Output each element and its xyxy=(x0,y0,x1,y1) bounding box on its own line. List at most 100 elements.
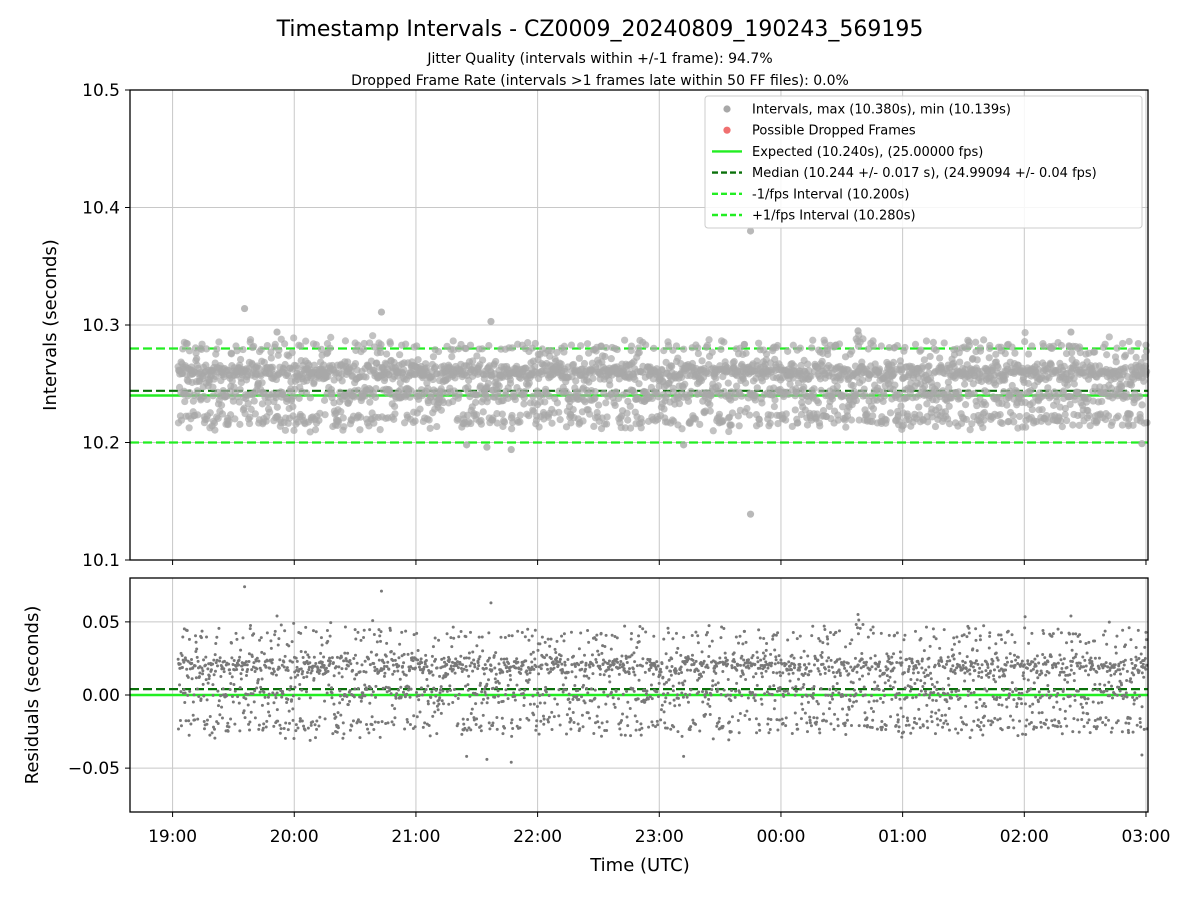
residual-point xyxy=(300,650,303,653)
residual-point xyxy=(304,729,307,732)
residual-point xyxy=(471,670,474,673)
interval-point xyxy=(204,396,211,403)
residual-point xyxy=(692,659,695,662)
residual-point xyxy=(490,668,493,671)
residual-point xyxy=(792,672,795,675)
residual-point xyxy=(781,671,784,674)
residual-point xyxy=(370,651,373,654)
residual-point xyxy=(638,640,641,643)
residual-point xyxy=(358,736,361,739)
residual-point xyxy=(542,715,545,718)
residual-point xyxy=(529,671,532,674)
interval-point xyxy=(570,406,577,413)
residual-point xyxy=(467,689,470,692)
residual-point xyxy=(399,686,402,689)
residual-point xyxy=(278,724,281,727)
residual-point xyxy=(565,732,568,735)
residual-point xyxy=(790,668,793,671)
residual-point xyxy=(651,697,654,700)
top-y-tick-label: 10.2 xyxy=(82,434,120,454)
residual-point xyxy=(457,697,460,700)
residual-point xyxy=(567,671,570,674)
residual-point xyxy=(495,686,498,689)
residual-point xyxy=(449,689,452,692)
residual-point xyxy=(614,706,617,709)
residual-point xyxy=(390,650,393,653)
residual-point xyxy=(747,658,750,661)
residual-point xyxy=(250,711,253,714)
residual-point xyxy=(309,696,312,699)
interval-point xyxy=(412,417,419,424)
residual-point xyxy=(434,658,437,661)
residual-point xyxy=(238,729,241,732)
residual-point xyxy=(274,630,277,633)
residual-point xyxy=(355,673,358,676)
residual-point xyxy=(664,696,667,699)
residual-point xyxy=(645,689,648,692)
residual-point xyxy=(791,654,794,657)
residual-point xyxy=(343,652,346,655)
interval-point xyxy=(794,419,801,426)
interval-point xyxy=(290,427,297,434)
residual-point xyxy=(386,661,389,664)
residual-point xyxy=(400,631,403,634)
interval-point xyxy=(1003,402,1010,409)
residual-point xyxy=(214,642,217,645)
residual-point xyxy=(733,651,736,654)
residual-point xyxy=(576,689,579,692)
residual-point xyxy=(686,696,689,699)
residual-point xyxy=(260,651,263,654)
residual-point xyxy=(479,682,482,685)
residual-point xyxy=(665,666,668,669)
residual-point xyxy=(526,673,529,676)
residual-point xyxy=(634,714,637,717)
interval-point xyxy=(946,420,953,427)
residual-point xyxy=(539,720,542,723)
residual-point xyxy=(420,661,423,664)
residual-point xyxy=(794,711,797,714)
interval-point xyxy=(728,421,735,428)
residual-point xyxy=(619,660,622,663)
residual-point xyxy=(619,663,622,666)
residual-point xyxy=(271,691,274,694)
residual-point xyxy=(492,687,495,690)
residual-point xyxy=(844,645,847,648)
residual-point xyxy=(700,675,703,678)
residual-point xyxy=(765,649,768,652)
residual-point xyxy=(536,691,539,694)
residual-point xyxy=(472,658,475,661)
residual-point xyxy=(369,686,372,689)
residual-point xyxy=(632,651,635,654)
residual-point xyxy=(800,702,803,705)
residual-point xyxy=(465,669,468,672)
residual-point xyxy=(213,737,216,740)
interval-outlier-point xyxy=(1138,440,1145,447)
residual-point xyxy=(367,731,370,734)
residual-point xyxy=(391,704,394,707)
residual-point xyxy=(567,698,570,701)
residual-point xyxy=(379,736,382,739)
residual-point xyxy=(354,637,357,640)
residual-point xyxy=(825,720,828,723)
residual-point xyxy=(294,676,297,679)
interval-point xyxy=(604,413,611,420)
interval-point xyxy=(252,410,259,417)
residual-point xyxy=(810,724,813,727)
residual-point xyxy=(689,688,692,691)
residual-point xyxy=(549,670,552,673)
residual-point xyxy=(276,720,279,723)
residual-point xyxy=(191,677,194,680)
residual-point xyxy=(372,728,375,731)
interval-point xyxy=(239,346,246,353)
residual-point xyxy=(679,654,682,657)
interval-point xyxy=(1011,350,1018,357)
interval-point xyxy=(930,339,937,346)
residual-point xyxy=(707,666,710,669)
residual-point xyxy=(718,717,721,720)
residual-point xyxy=(431,674,434,677)
residual-point xyxy=(206,667,209,670)
residual-point xyxy=(842,664,845,667)
interval-point xyxy=(413,342,420,349)
residual-point xyxy=(596,720,599,723)
residual-point xyxy=(433,710,436,713)
